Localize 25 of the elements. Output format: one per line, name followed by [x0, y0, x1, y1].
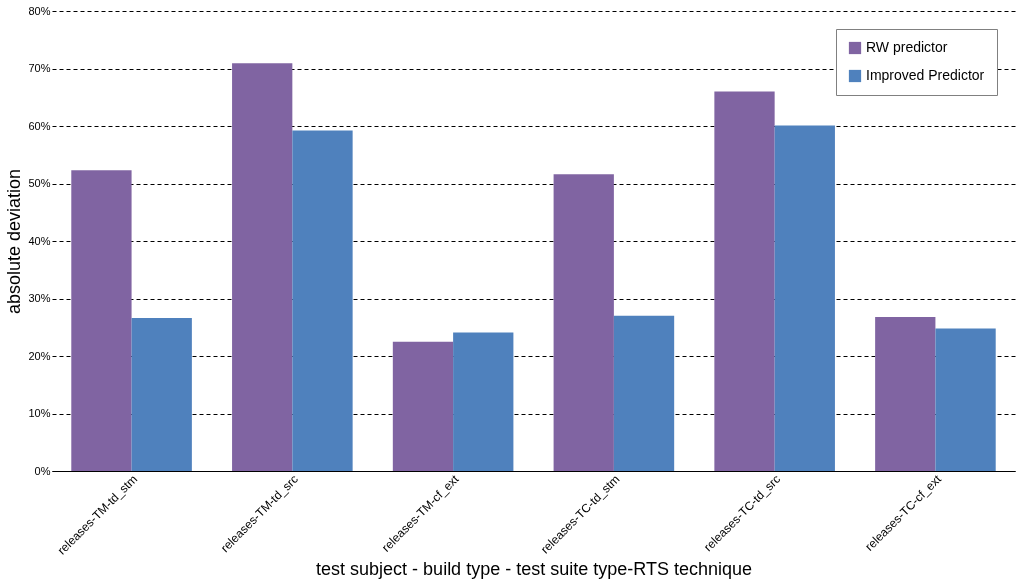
- y-axis-title: absolute deviation: [4, 168, 25, 315]
- bar: [613, 315, 675, 471]
- bar: [774, 125, 835, 471]
- y-tick-label: 70%: [28, 62, 51, 74]
- bar: [935, 328, 996, 471]
- y-tick-label: 50%: [28, 177, 51, 189]
- bar: [232, 63, 293, 471]
- x-axis-title: test subject - build type - test suite type-RTS technique: [316, 558, 752, 579]
- bar: [131, 318, 192, 471]
- y-tick-label: 40%: [28, 234, 51, 247]
- bar: [71, 170, 132, 471]
- bar: [875, 316, 936, 471]
- y-tick-label: 20%: [28, 349, 51, 362]
- y-tick-label: 80%: [28, 4, 51, 17]
- bar: [292, 130, 353, 471]
- y-tick-label: 30%: [28, 292, 51, 304]
- y-tick-label: 0%: [34, 464, 51, 477]
- bar: [453, 332, 514, 471]
- legend-label: Improved Predictor: [866, 67, 985, 83]
- legend-label: RW predictor: [866, 39, 948, 55]
- bar: [392, 341, 454, 471]
- y-tick-label: 60%: [28, 119, 51, 132]
- bar: [714, 91, 775, 471]
- bar: [553, 174, 614, 471]
- y-tick-label: 10%: [28, 407, 51, 419]
